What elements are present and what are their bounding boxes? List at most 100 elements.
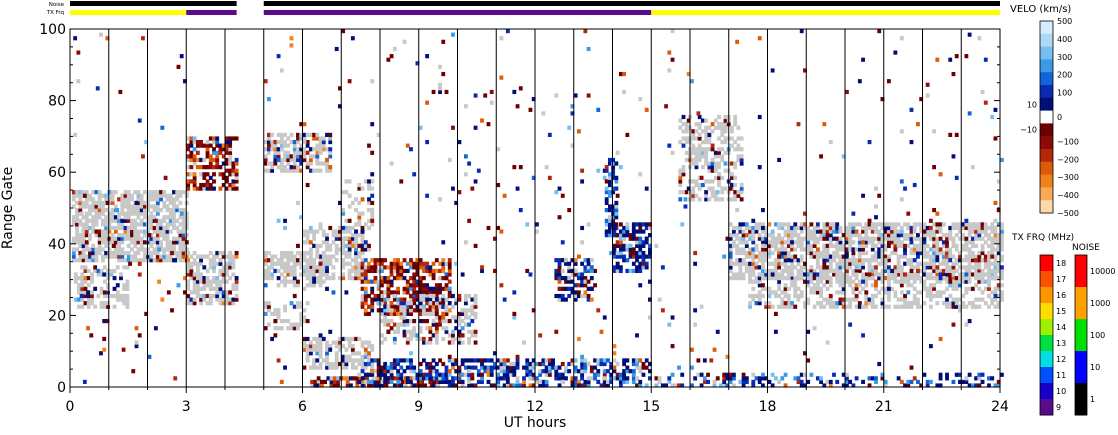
data-cell xyxy=(974,243,978,248)
data-cell xyxy=(586,286,591,291)
data-cell xyxy=(832,301,836,306)
data-cell xyxy=(308,250,313,256)
data-cell xyxy=(338,347,342,352)
data-cell xyxy=(405,318,410,324)
data-cell xyxy=(919,304,924,309)
data-cell xyxy=(97,233,102,238)
data-cell xyxy=(870,304,875,309)
data-cell xyxy=(780,254,785,259)
data-cell xyxy=(551,365,555,370)
data-cell xyxy=(172,197,176,202)
data-cell xyxy=(983,272,988,277)
data-cell xyxy=(149,243,154,248)
data-cell xyxy=(418,318,423,324)
data-cell xyxy=(93,268,98,274)
data-cell xyxy=(602,372,607,377)
data-cell xyxy=(302,136,307,141)
data-cell xyxy=(344,190,349,195)
data-cell xyxy=(736,125,741,130)
data-cell xyxy=(225,272,229,277)
data-cell xyxy=(383,361,388,367)
data-cell xyxy=(848,265,853,270)
data-cell xyxy=(126,225,131,231)
data-cell xyxy=(321,139,326,145)
data-cell xyxy=(593,365,597,370)
data-cell xyxy=(134,344,139,349)
data-cell xyxy=(130,197,134,202)
data-cell xyxy=(877,250,882,256)
data-cell xyxy=(276,132,281,137)
data-cell xyxy=(344,243,349,248)
data-cell xyxy=(502,372,507,377)
data-cell xyxy=(764,243,769,248)
data-cell xyxy=(704,161,709,166)
data-cell xyxy=(980,297,985,302)
data-cell xyxy=(886,254,891,259)
data-cell xyxy=(370,361,375,367)
data-cell xyxy=(576,290,581,295)
data-cell xyxy=(611,161,616,166)
data-cell xyxy=(822,254,827,259)
data-cell xyxy=(886,265,891,270)
data-cell xyxy=(697,114,702,120)
data-cell xyxy=(305,233,310,238)
data-cell xyxy=(321,254,326,259)
data-cell xyxy=(767,276,772,281)
data-cell xyxy=(717,147,721,152)
data-cell xyxy=(958,272,962,277)
data-cell xyxy=(273,157,278,163)
data-cell xyxy=(120,218,125,223)
data-cell xyxy=(94,250,99,256)
data-cell xyxy=(328,344,333,349)
data-cell xyxy=(266,250,271,256)
data-cell xyxy=(857,243,862,248)
data-cell xyxy=(648,243,652,248)
data-cell xyxy=(773,261,778,266)
data-cell xyxy=(425,100,430,105)
data-cell xyxy=(165,236,170,241)
data-cell xyxy=(189,272,194,277)
data-cell xyxy=(84,258,89,263)
data-cell xyxy=(289,132,294,137)
data-cell xyxy=(305,268,310,274)
data-cell xyxy=(225,147,229,152)
data-cell xyxy=(137,333,142,338)
data-cell xyxy=(806,225,811,231)
data-cell xyxy=(208,136,213,141)
data-cell xyxy=(101,200,105,206)
data-cell xyxy=(893,265,898,270)
data-cell xyxy=(870,293,875,299)
data-cell xyxy=(710,161,715,166)
data-cell xyxy=(783,254,788,259)
data-cell xyxy=(1000,254,1004,259)
data-cell xyxy=(935,247,940,252)
data-cell xyxy=(899,272,904,277)
data-cell xyxy=(155,258,160,263)
data-cell xyxy=(315,279,320,284)
data-cell xyxy=(178,200,183,206)
data-cell xyxy=(961,243,966,248)
data-cell xyxy=(83,286,88,291)
data-cell xyxy=(283,168,287,173)
data-cell xyxy=(631,376,636,381)
data-cell xyxy=(638,283,643,288)
data-cell xyxy=(133,204,138,209)
data-cell xyxy=(104,229,109,234)
data-cell xyxy=(886,286,891,291)
data-cell xyxy=(614,186,619,191)
data-cell xyxy=(883,243,888,248)
data-cell xyxy=(392,358,397,363)
data-cell xyxy=(644,225,649,231)
data-cell xyxy=(880,261,885,266)
data-cell xyxy=(318,333,323,338)
data-cell xyxy=(318,279,323,284)
data-cell xyxy=(502,297,507,302)
data-cell xyxy=(318,265,323,270)
data-cell xyxy=(967,250,972,256)
data-cell xyxy=(790,261,794,266)
data-cell xyxy=(396,290,400,295)
data-cell xyxy=(531,97,536,102)
data-cell xyxy=(977,254,982,259)
data-cell xyxy=(874,186,878,191)
data-cell xyxy=(544,372,549,377)
